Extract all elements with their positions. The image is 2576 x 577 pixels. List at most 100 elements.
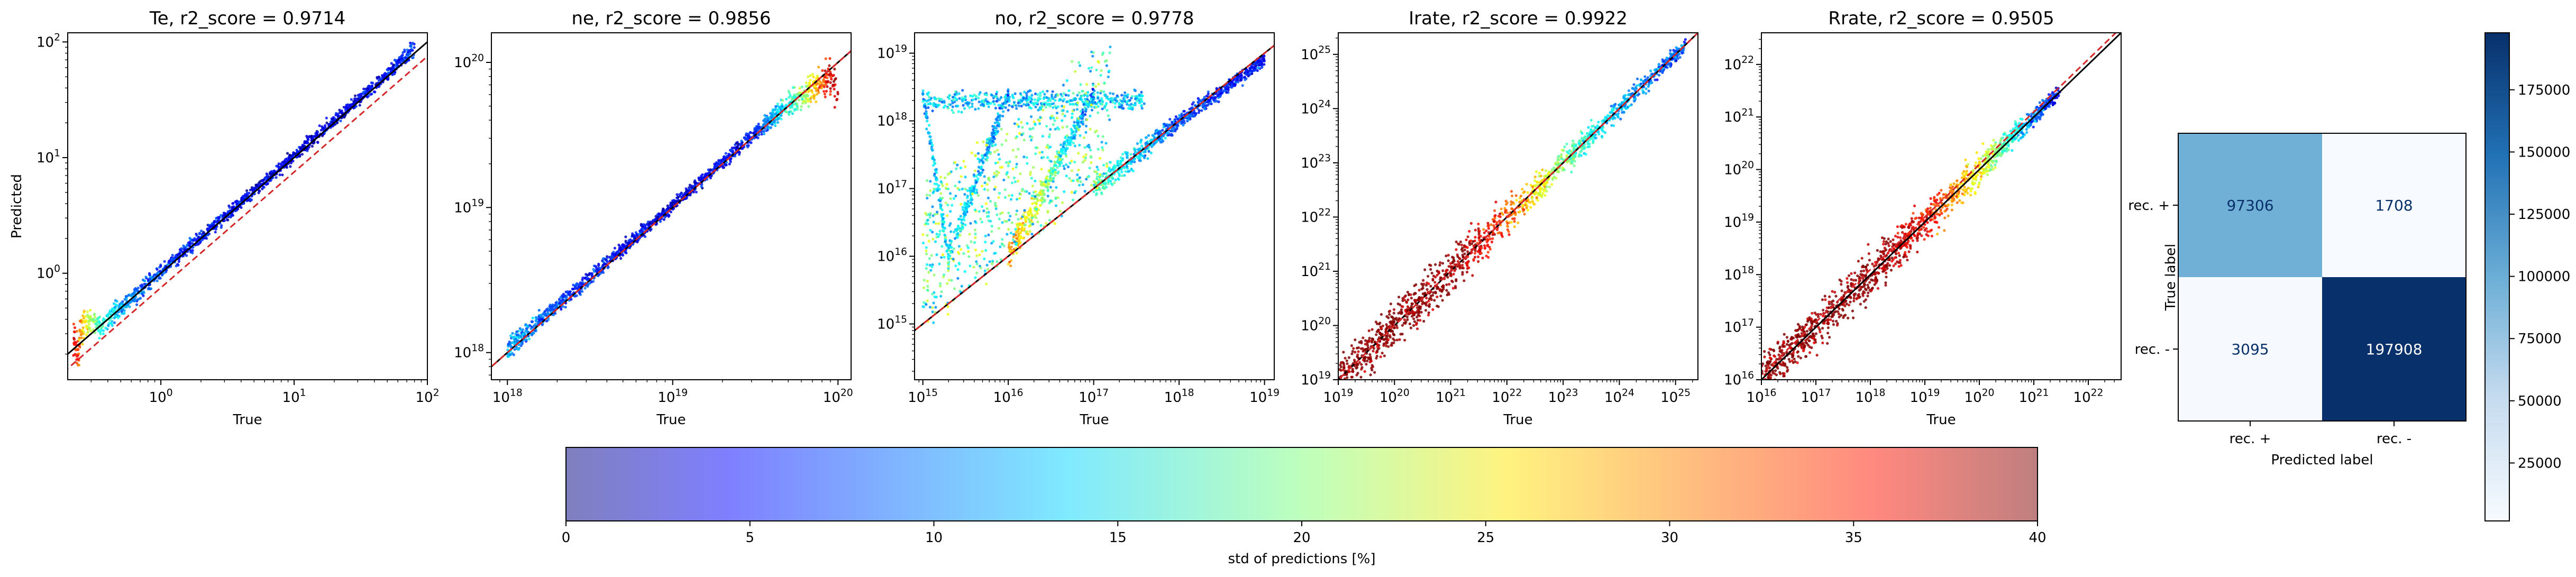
scatter-point: [1018, 236, 1021, 240]
scatter-point: [1045, 176, 1048, 180]
scatter-point: [828, 57, 832, 60]
scatter-point: [1126, 103, 1129, 106]
scatter-point: [719, 160, 723, 163]
scatter-point: [289, 165, 292, 168]
scatter-point: [541, 323, 544, 326]
scatter-point: [928, 140, 931, 143]
scatter-point: [798, 91, 801, 94]
scatter-point: [1210, 96, 1213, 99]
scatter-point: [98, 336, 101, 340]
scatter-point: [965, 244, 969, 247]
scatter-point: [1140, 154, 1144, 157]
scatter-point: [587, 283, 590, 287]
scatter-point: [538, 317, 541, 320]
scatter-point: [1008, 247, 1011, 250]
scatter-point: [72, 354, 75, 357]
scatter-point: [347, 106, 350, 109]
scatter-point: [636, 241, 639, 244]
scatter-point: [537, 309, 541, 312]
scatter-point: [1000, 127, 1003, 131]
scatter-point: [987, 102, 990, 105]
scatter-point: [1120, 106, 1123, 109]
scatter-point: [136, 286, 140, 290]
scatter-point: [755, 135, 758, 139]
scatter-point: [1073, 136, 1076, 139]
scatter-point: [1225, 91, 1228, 94]
scatter-point: [406, 48, 409, 51]
scatter-point: [80, 336, 83, 340]
scatter-point: [1029, 173, 1032, 176]
scatter-point: [771, 108, 774, 111]
scatter-point: [825, 89, 828, 93]
scatter-point: [1062, 164, 1065, 168]
scatter-point: [77, 363, 81, 367]
scatter-point: [1007, 228, 1010, 231]
scatter-point: [1131, 106, 1134, 109]
scatter-point: [958, 97, 961, 100]
scatter-point: [617, 251, 620, 254]
scatter-point: [715, 161, 718, 164]
scatter-point: [1168, 123, 1172, 126]
scatter-point: [648, 228, 652, 232]
scatter-point: [1109, 97, 1112, 100]
scatter-point: [600, 271, 604, 274]
scatter-point: [1117, 162, 1120, 166]
scatter-point: [354, 105, 358, 108]
scatter-point: [159, 277, 162, 280]
scatter-point: [592, 270, 596, 273]
scatter-point: [934, 97, 937, 100]
scatter-point: [85, 326, 88, 329]
scatter-point: [1028, 225, 1031, 228]
scatter-point: [995, 93, 998, 96]
scatter-point: [1047, 179, 1050, 182]
scatter-point: [1028, 96, 1031, 99]
scatter-point: [947, 106, 950, 110]
scatter-point: [820, 87, 823, 90]
scatter-point: [1154, 141, 1157, 144]
scatter-point: [926, 234, 929, 237]
scatter-point: [1114, 178, 1117, 181]
scatter-point: [627, 239, 631, 242]
scatter-point: [1168, 117, 1172, 121]
scatter-point: [1098, 157, 1102, 160]
scatter-point: [977, 107, 980, 110]
scatter-point: [1095, 175, 1099, 179]
scatter-point: [1219, 95, 1222, 98]
scatter-point: [940, 213, 943, 216]
scatter-point: [94, 316, 97, 319]
scatter-point: [1181, 114, 1184, 118]
scatter-point: [1000, 96, 1003, 99]
scatter-point: [1083, 106, 1086, 109]
scatter-point: [252, 188, 255, 191]
scatter-point: [1046, 99, 1049, 103]
scatter-point: [1147, 150, 1150, 153]
scatter-point: [821, 69, 824, 72]
scatter-point: [576, 287, 579, 290]
scatter-point: [1068, 103, 1072, 106]
scatter-point: [1040, 181, 1044, 184]
scatter-point: [980, 100, 983, 103]
scatter-point: [223, 219, 226, 222]
scatter-point: [541, 317, 544, 321]
scatter-point: [1003, 219, 1007, 223]
scatter-point: [966, 200, 970, 203]
scatter-point: [713, 166, 716, 169]
scatter-point: [107, 324, 110, 327]
scatter-point: [1009, 250, 1012, 253]
scatter-point: [985, 143, 988, 146]
scatter-point: [1035, 102, 1039, 105]
scatter-point: [581, 278, 584, 281]
scatter-point: [622, 254, 625, 257]
scatter-point: [952, 111, 955, 114]
scatter-point: [1013, 240, 1016, 243]
scatter-point: [955, 98, 958, 101]
scatter-point: [809, 74, 812, 77]
identity-line: [491, 50, 851, 368]
scatter-point: [924, 105, 927, 108]
scatter-point: [1125, 165, 1128, 168]
scatter-point: [1068, 177, 1071, 180]
scatter-point: [1019, 231, 1022, 234]
scatter-point: [1061, 158, 1064, 161]
scatter-point: [1134, 148, 1137, 151]
scatter-point: [1030, 197, 1034, 200]
